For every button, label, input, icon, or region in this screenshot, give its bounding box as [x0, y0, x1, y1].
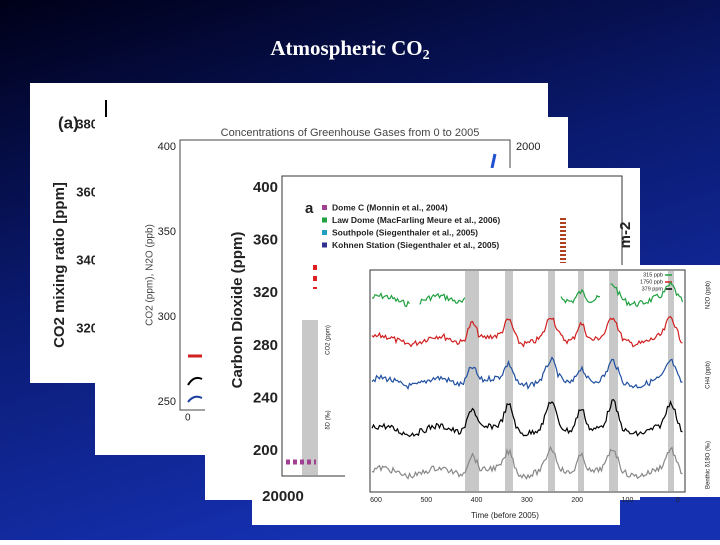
legend-swatch: [322, 242, 327, 248]
title-subscript: 2: [423, 48, 430, 63]
panel-label: a: [305, 200, 314, 217]
tick-label: 400: [158, 141, 176, 153]
tick-label: 280: [253, 337, 278, 354]
y-axis-label: δD (‰): [326, 410, 332, 429]
y2-axis-label: Benthic δ18O (‰): [706, 441, 712, 489]
plot-frame: [369, 269, 686, 493]
tick-label: 340: [76, 252, 98, 267]
shaded-band: [578, 271, 584, 491]
tick-label: 400: [253, 179, 278, 196]
legend-entry: Kohnen Station (Siegenthaler et al., 200…: [332, 240, 499, 250]
panel-title: Concentrations of Greenhouse Gases from …: [221, 127, 480, 139]
tick-label: 360: [253, 232, 278, 249]
legend-entry: 379 ppm: [642, 286, 664, 292]
panel-label: (a): [58, 113, 79, 132]
shaded-band: [465, 271, 479, 491]
tick-label: 2000: [516, 141, 540, 153]
tick-label: 400: [471, 497, 483, 504]
x-axis-label: Time (before 2005): [471, 511, 539, 520]
shaded-band: [609, 271, 618, 491]
tick-label: 20000: [262, 488, 304, 505]
tick-label: 0: [676, 497, 680, 504]
curve: [187, 395, 203, 403]
chart-image-4: Time (before 2005) CO2 (ppm) δD (‰) N2O …: [326, 265, 720, 520]
tick-label: 100: [622, 497, 634, 504]
record-curve: [371, 445, 683, 480]
legend-entry: Southpole (Siegenthaler et al., 2005): [332, 227, 478, 237]
tick-label: 0: [185, 413, 191, 424]
shaded-band: [302, 320, 318, 475]
record-curve: [371, 399, 683, 438]
tick-label: 500: [420, 497, 432, 504]
tick-label: 300: [158, 311, 176, 323]
legend-swatch: [322, 205, 327, 210]
tick-label: 300: [521, 497, 533, 504]
tick-label: 200: [253, 442, 278, 459]
tick-label: 380: [76, 116, 98, 131]
slide-title: Atmospheric CO2: [270, 36, 429, 63]
y-axis-label: Carbon Dioxide (ppm): [229, 232, 246, 389]
y2-axis-label: CH4 (ppb): [706, 361, 712, 389]
title-text: Atmospheric CO: [270, 36, 422, 60]
legend-swatch: [322, 217, 327, 223]
y-axis-label: CO2 (ppm), N2O (ppb): [145, 224, 156, 326]
tick-label: 250: [158, 396, 176, 408]
shaded-band: [668, 271, 674, 491]
tick-label: 200: [571, 497, 583, 504]
y2-axis-label: N2O (ppb): [706, 281, 712, 309]
y2-axis-label: m-2: [617, 222, 634, 249]
tick-label: 360: [76, 184, 98, 199]
shaded-band: [548, 271, 555, 491]
record-curve: [371, 281, 684, 308]
shaded-band: [505, 271, 513, 491]
tick-label: 240: [253, 389, 278, 406]
legend-entry: 315 ppb: [643, 272, 663, 278]
tick-label: 600: [370, 497, 382, 504]
legend-swatch: [322, 230, 327, 235]
curve: [490, 153, 497, 169]
legend-entry: 1750 ppb: [640, 279, 663, 285]
record-curve: [371, 315, 683, 348]
record-curve: [371, 356, 683, 391]
legend-entry: Law Dome (MacFarling Meure et al., 2006): [332, 215, 500, 225]
tick-label: 320: [253, 284, 278, 301]
y-axis-label: CO2 (ppm): [326, 325, 332, 355]
tick-label: 350: [158, 226, 176, 238]
legend-entry: Dome C (Monnin et al., 2004): [332, 202, 448, 212]
tick-label: 320: [76, 320, 98, 335]
curve: [187, 376, 203, 386]
y-axis-label: CO2 mixing ratio [ppm]: [51, 182, 68, 348]
